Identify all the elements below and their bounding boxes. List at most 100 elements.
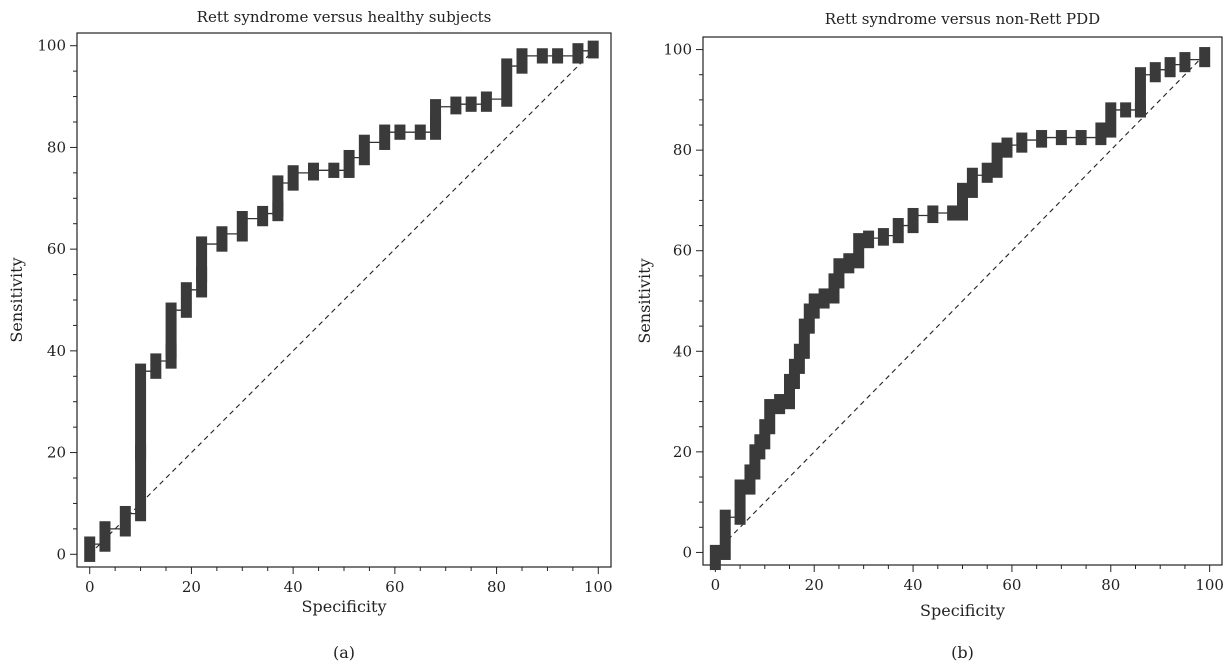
roc-point-marker: [981, 162, 993, 183]
roc-point-marker: [165, 302, 177, 359]
data-series-b: [709, 47, 1211, 571]
roc-point-marker: [465, 96, 477, 112]
y-tick-label: 40: [47, 342, 66, 360]
roc-point-marker: [991, 142, 1003, 178]
x-tick-label: 0: [711, 576, 721, 594]
x-tick-label: 40: [284, 578, 303, 596]
roc-point-marker: [501, 58, 513, 107]
roc-point-marker: [343, 149, 355, 178]
roc-point-marker: [892, 218, 904, 244]
chart-title-a: Rett syndrome versus healthy subjects: [197, 8, 492, 26]
panel-b: Rett syndrome versus non-Rett PDD Specif…: [635, 10, 1224, 662]
roc-point-marker: [843, 253, 855, 274]
roc-point-marker: [788, 358, 800, 389]
roc-point-marker: [853, 233, 865, 269]
roc-point-marker: [587, 40, 599, 59]
roc-point-marker: [734, 479, 746, 525]
y-tick-label: 100: [37, 37, 66, 55]
x-tick-label: 0: [85, 578, 95, 596]
roc-point-marker: [516, 48, 528, 74]
x-tick-label: 20: [182, 578, 201, 596]
roc-point-marker: [135, 444, 147, 522]
x-tick-label: 60: [1002, 576, 1021, 594]
roc-point-marker: [1055, 130, 1067, 146]
roc-point-marker: [1016, 132, 1028, 153]
roc-point-marker: [947, 205, 959, 221]
x-tick-label: 40: [904, 576, 923, 594]
roc-point-marker: [774, 394, 786, 415]
y-tick-label: 60: [47, 240, 66, 258]
roc-point-marker: [216, 226, 228, 252]
roc-point-marker: [84, 536, 96, 562]
chart-title-b: Rett syndrome versus non-Rett PDD: [825, 10, 1100, 28]
roc-point-marker: [135, 363, 147, 461]
reference-diagonal: [714, 49, 1211, 553]
roc-curve: [715, 54, 1206, 554]
roc-point-marker: [1179, 52, 1191, 73]
roc-point-marker: [749, 444, 761, 480]
y-axis-title-b: Sensitivity: [635, 258, 654, 343]
roc-point-marker: [394, 124, 406, 140]
roc-point-marker: [358, 134, 370, 166]
roc-point-marker: [430, 99, 442, 130]
roc-point-marker: [1105, 102, 1117, 138]
roc-point-marker: [907, 207, 919, 234]
roc-point-marker: [828, 273, 840, 304]
y-tick-label: 20: [673, 443, 692, 461]
x-tick-label: 80: [1101, 576, 1120, 594]
data-series-a: [84, 40, 599, 562]
panel-label-b: (b): [951, 643, 974, 662]
roc-point-marker: [257, 205, 269, 227]
roc-point-marker: [119, 505, 131, 537]
roc-point-marker: [272, 175, 284, 217]
roc-point-marker: [764, 399, 776, 435]
roc-point-marker: [480, 91, 492, 112]
y-tick-label: 80: [673, 141, 692, 159]
y-tick-label: 60: [673, 242, 692, 260]
roc-point-marker: [818, 288, 830, 309]
x-tick-label: 20: [805, 576, 824, 594]
y-tick-label: 100: [663, 41, 692, 59]
x-axis-title-b: Specificity: [920, 601, 1005, 620]
y-tick-label: 80: [47, 138, 66, 156]
y-tick-label: 0: [56, 545, 66, 563]
y-tick-label: 40: [673, 342, 692, 360]
roc-point-marker: [414, 124, 426, 140]
roc-point-marker: [808, 293, 820, 319]
panel-a: Rett syndrome versus healthy subjects Sp…: [7, 8, 613, 662]
roc-point-marker: [287, 165, 299, 191]
roc-point-marker: [180, 282, 192, 318]
x-tick-label: 100: [1195, 576, 1224, 594]
roc-point-marker: [572, 43, 584, 64]
roc-point-marker: [1149, 62, 1161, 83]
roc-point-marker: [150, 353, 162, 379]
x-tick-label: 100: [584, 578, 613, 596]
roc-point-marker: [784, 373, 795, 410]
roc-curve: [89, 48, 594, 545]
roc-point-marker: [99, 521, 111, 552]
roc-point-marker: [1199, 47, 1211, 68]
roc-point-marker: [552, 48, 564, 64]
roc-point-marker: [966, 167, 978, 198]
roc-point-marker: [798, 318, 810, 359]
roc-point-marker: [1134, 67, 1146, 118]
roc-point-marker: [379, 124, 391, 150]
x-axis-title-a: Specificity: [302, 597, 387, 616]
roc-point-marker: [1120, 102, 1132, 118]
reference-diagonal: [89, 45, 599, 555]
y-axis-title-a: Sensitivity: [7, 257, 26, 342]
roc-point-marker: [927, 205, 939, 224]
roc-point-marker: [709, 544, 721, 571]
roc-point-marker: [1095, 122, 1107, 146]
roc-point-marker: [536, 48, 548, 64]
roc-point-marker: [236, 211, 248, 242]
roc-point-marker: [833, 258, 845, 289]
roc-point-marker: [1036, 130, 1048, 148]
roc-point-marker: [196, 236, 208, 283]
roc-point-marker: [328, 162, 340, 178]
roc-point-marker: [307, 162, 319, 181]
roc-point-marker: [1164, 57, 1176, 78]
x-tick-label: 80: [487, 578, 506, 596]
